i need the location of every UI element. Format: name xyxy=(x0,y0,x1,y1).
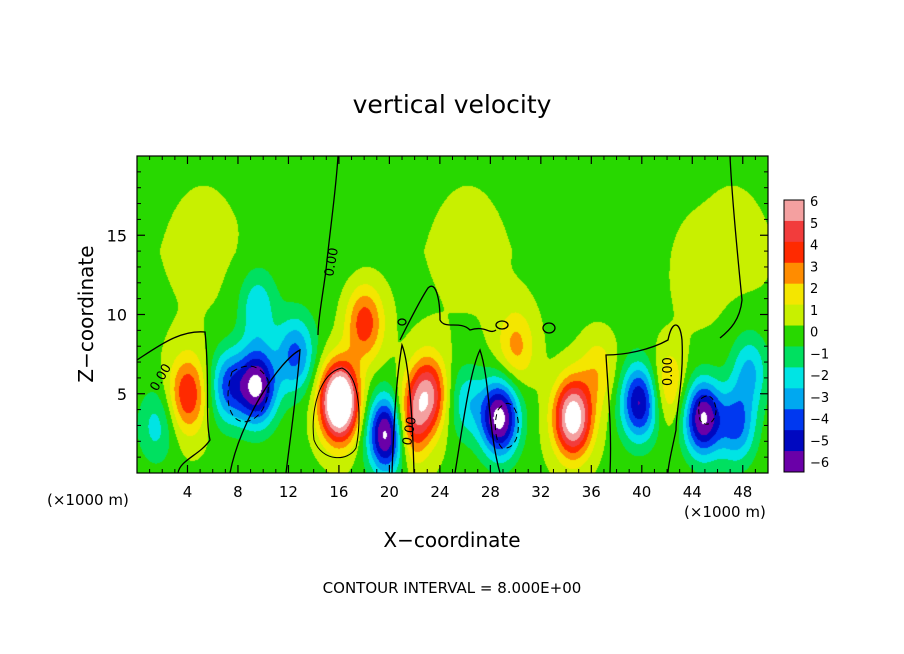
plot-area: 0.00 0.00 0.00 0.00 xyxy=(136,155,769,474)
colorbar-swatch xyxy=(784,262,804,285)
x-tick-label: 40 xyxy=(632,483,651,501)
downdraft-contour-2 xyxy=(494,402,519,449)
contour-label: 0.00 xyxy=(322,247,342,278)
zero-contour-upper xyxy=(317,155,339,336)
velocity-field xyxy=(137,156,768,473)
colorbar-swatch xyxy=(784,367,804,389)
zero-contour-mid4 xyxy=(605,324,683,474)
colorbar-label: −2 xyxy=(810,369,829,384)
colorbar-label: 1 xyxy=(810,304,818,319)
contour-interval-note: CONTOUR INTERVAL = 8.000E+00 xyxy=(323,579,582,597)
colorbar-label: 4 xyxy=(810,239,818,254)
x-tick-label: 12 xyxy=(279,483,298,501)
colorbar-label: 5 xyxy=(810,217,818,232)
x-unit-left: (×1000 m) xyxy=(47,491,129,509)
colorbar-label: −4 xyxy=(810,413,829,428)
x-unit-right: (×1000 m) xyxy=(684,503,766,521)
x-tick-label: 4 xyxy=(183,483,193,501)
chart-title: vertical velocity xyxy=(353,90,552,119)
y-axis-label: Z−coordinate xyxy=(74,245,98,382)
contour-label: 0.00 xyxy=(661,357,676,386)
zero-contour-mid3 xyxy=(454,348,501,474)
colorbar-swatch xyxy=(784,200,804,222)
colorbar-label: −6 xyxy=(810,456,829,471)
y-tick-label: 5 xyxy=(117,385,127,404)
downdraft-contour-3 xyxy=(698,395,717,425)
x-tick-label: 20 xyxy=(380,483,399,501)
contour-label: 0.00 xyxy=(400,416,420,447)
colorbar-swatch xyxy=(784,451,804,473)
colorbar-swatch xyxy=(784,283,804,306)
zero-contour-ridge xyxy=(399,285,497,341)
x-axis-label: X−coordinate xyxy=(383,528,520,552)
zero-contour-mid1 xyxy=(229,348,301,474)
colorbar-label: −1 xyxy=(810,347,829,362)
colorbar-swatch xyxy=(784,220,804,243)
x-tick-label: 28 xyxy=(481,483,500,501)
x-tick-label: 48 xyxy=(733,483,752,501)
zero-contour-small2 xyxy=(542,322,556,334)
x-axis-ticks: 4 8 12 16 20 24 28 32 36 40 44 48 xyxy=(149,156,756,501)
y-tick-label: 15 xyxy=(107,226,127,245)
colorbar-swatch xyxy=(784,346,804,368)
colorbar-label: 3 xyxy=(810,260,818,275)
colorbar-label: 2 xyxy=(810,282,818,297)
colorbar-swatch xyxy=(784,430,804,452)
colorbar: 6 5 4 3 2 1 0 −1 −2 −3 −4 −5 −6 xyxy=(783,195,829,473)
contour-lines xyxy=(136,155,743,474)
colorbar-swatch xyxy=(784,409,804,431)
zero-contour-small1 xyxy=(397,318,407,326)
updraft-core-contour xyxy=(312,367,360,459)
colorbar-label: 6 xyxy=(810,195,818,210)
colorbar-swatch xyxy=(784,241,804,264)
zero-contour-right xyxy=(719,155,743,339)
y-tick-label: 10 xyxy=(107,306,127,325)
downdraft-contour-1 xyxy=(227,365,269,423)
x-tick-label: 8 xyxy=(233,483,243,501)
colorbar-frame xyxy=(783,199,805,473)
colorbar-swatch xyxy=(784,325,804,347)
x-tick-label: 36 xyxy=(582,483,601,501)
zero-contour-small3 xyxy=(495,320,509,330)
colorbar-swatch xyxy=(784,304,804,327)
colorbar-label: −5 xyxy=(810,434,829,449)
colorbar-swatch xyxy=(784,388,804,410)
x-tick-label: 44 xyxy=(683,483,702,501)
zero-contour-mid2 xyxy=(391,342,415,474)
zero-contour-left xyxy=(136,331,211,474)
x-tick-label: 16 xyxy=(329,483,348,501)
x-tick-label: 24 xyxy=(430,483,449,501)
x-tick-label: 32 xyxy=(531,483,550,501)
colorbar-label: 0 xyxy=(810,326,818,341)
colorbar-label: −3 xyxy=(810,391,829,406)
y-axis-ticks: 5 10 15 xyxy=(107,171,768,458)
